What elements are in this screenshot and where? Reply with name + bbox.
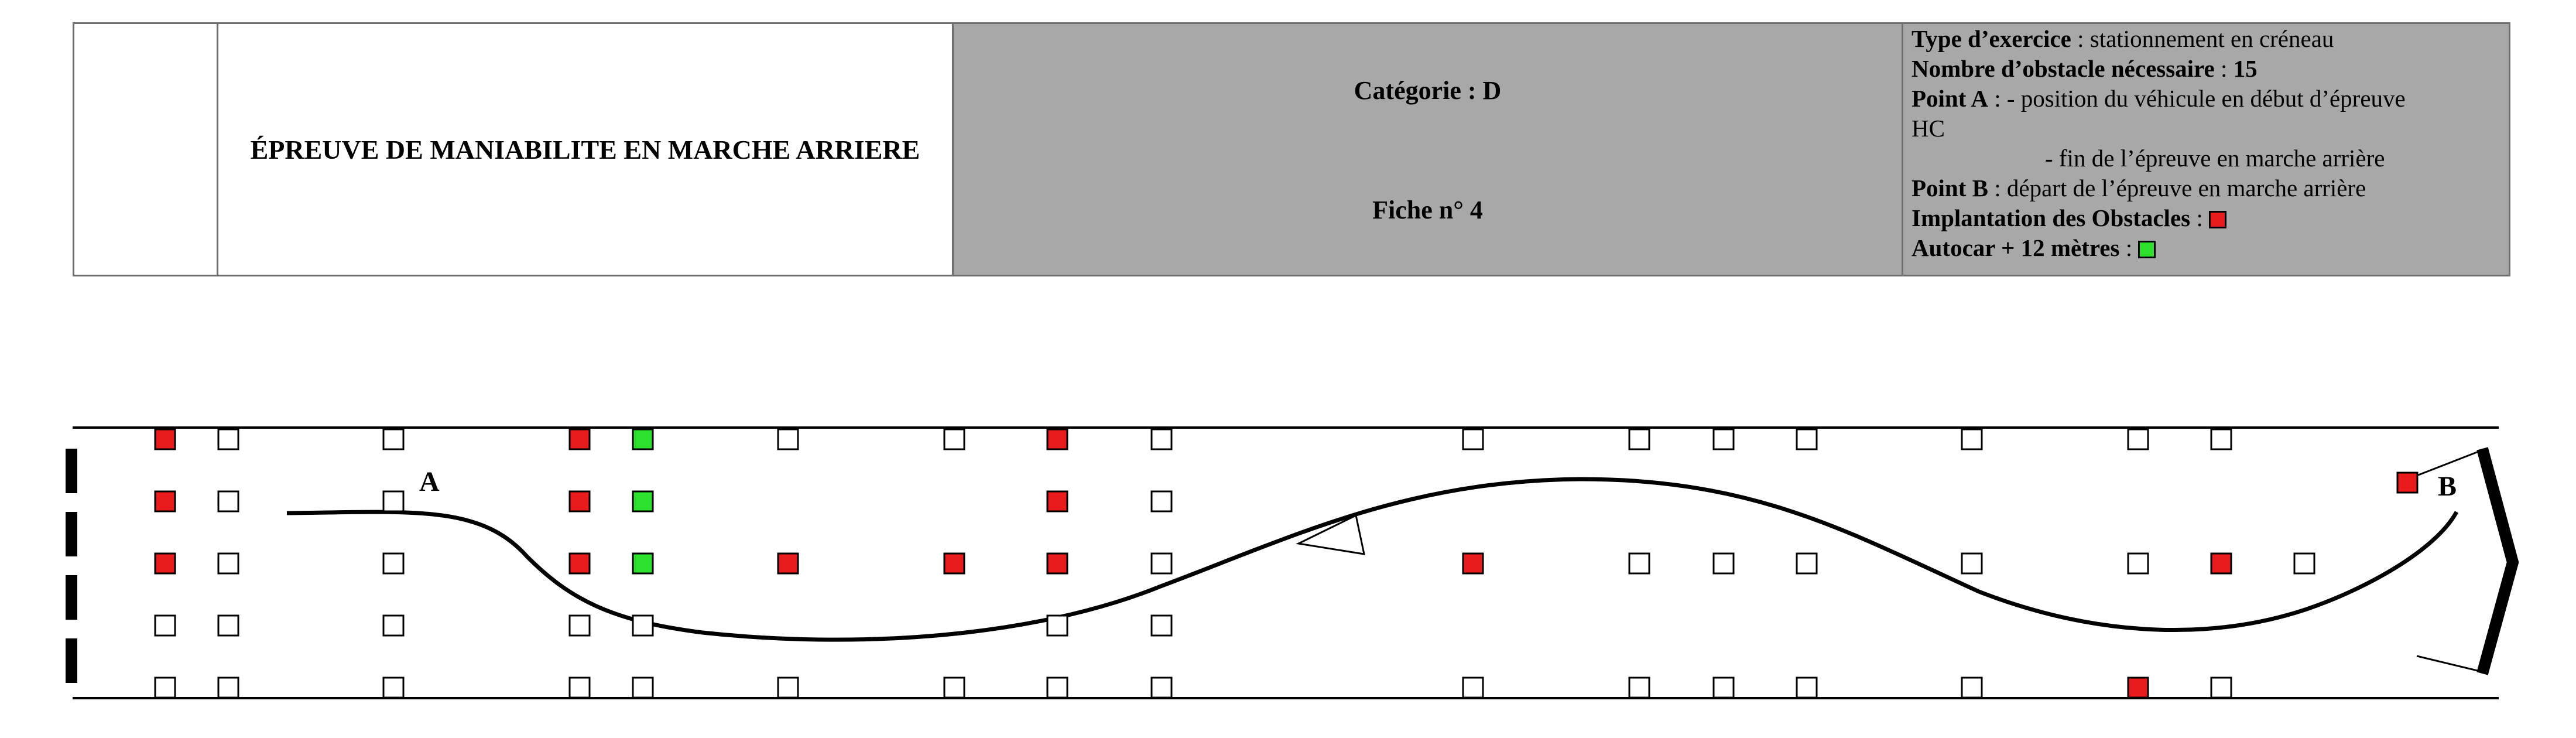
left-wall-segment (66, 512, 77, 556)
bus-end-line-bottom (2417, 656, 2480, 671)
empty-cone-slot (1962, 554, 1982, 573)
empty-cone-slot (155, 616, 175, 636)
empty-cone-slot (2294, 554, 2314, 573)
green-autocar-cone (633, 429, 653, 449)
empty-cone-slot (1629, 554, 1649, 573)
left-wall-segment (66, 575, 77, 620)
empty-cone-slot (383, 429, 403, 449)
left-wall-segment (66, 638, 77, 683)
empty-cone-slot (1714, 678, 1734, 698)
empty-cone-slot (2211, 429, 2231, 449)
red-obstacle-cone (944, 554, 964, 573)
point-b-label: B (2438, 471, 2457, 502)
empty-cone-slot (1714, 429, 1734, 449)
left-wall-segment (66, 449, 77, 493)
empty-cone-slot (383, 554, 403, 573)
empty-cone-slot (2128, 554, 2148, 573)
empty-cone-slot (633, 616, 653, 636)
red-obstacle-cone (1047, 554, 1067, 573)
empty-cone-slot (1152, 678, 1171, 698)
empty-cone-slot (633, 678, 653, 698)
red-obstacle-cone (155, 429, 175, 449)
red-obstacle-cone (1463, 554, 1483, 573)
empty-cone-slot (1152, 554, 1171, 573)
right-end-barrier (2482, 449, 2513, 674)
red-obstacle-cone (155, 554, 175, 573)
left-wall (66, 449, 77, 683)
empty-cone-slot (2211, 678, 2231, 698)
empty-cone-slot (218, 616, 238, 636)
red-obstacle-cone (2397, 473, 2417, 493)
point-a-label: A (419, 466, 440, 497)
empty-cone-slot (1629, 429, 1649, 449)
green-autocar-cone (633, 491, 653, 511)
red-obstacle-cone (570, 554, 590, 573)
red-obstacle-cone (1047, 429, 1067, 449)
empty-cone-slot (383, 616, 403, 636)
empty-cone-slot (1797, 429, 1817, 449)
empty-cone-slot (1152, 616, 1171, 636)
empty-cone-slot (1152, 491, 1171, 511)
empty-cone-slot (218, 429, 238, 449)
empty-cone-slot (218, 554, 238, 573)
empty-cone-slot (1714, 554, 1734, 573)
empty-cone-slot (1962, 429, 1982, 449)
red-obstacle-cone (2211, 554, 2231, 573)
empty-cone-slot (1629, 678, 1649, 698)
empty-cone-slot (570, 678, 590, 698)
empty-cone-slot (1797, 678, 1817, 698)
red-obstacle-cone (2128, 678, 2148, 698)
empty-cone-slot (2128, 429, 2148, 449)
empty-cone-slot (944, 429, 964, 449)
empty-cone-slot (778, 429, 798, 449)
empty-cone-slot (1463, 678, 1483, 698)
empty-cone-slot (1962, 678, 1982, 698)
empty-cone-slot (1047, 616, 1067, 636)
red-obstacle-cone (570, 491, 590, 511)
empty-cone-slot (218, 678, 238, 698)
empty-cone-slot (218, 491, 238, 511)
green-autocar-cone (633, 554, 653, 573)
empty-cone-slot (1463, 429, 1483, 449)
empty-cone-slot (1047, 678, 1067, 698)
empty-cone-slot (570, 616, 590, 636)
red-obstacle-cone (778, 554, 798, 573)
cones-layer (155, 429, 2417, 698)
empty-cone-slot (778, 678, 798, 698)
empty-cone-slot (1797, 554, 1817, 573)
empty-cone-slot (944, 678, 964, 698)
empty-cone-slot (383, 491, 403, 511)
red-obstacle-cone (155, 491, 175, 511)
empty-cone-slot (383, 678, 403, 698)
empty-cone-slot (1152, 429, 1171, 449)
red-obstacle-cone (1047, 491, 1067, 511)
empty-cone-slot (155, 678, 175, 698)
red-obstacle-cone (570, 429, 590, 449)
